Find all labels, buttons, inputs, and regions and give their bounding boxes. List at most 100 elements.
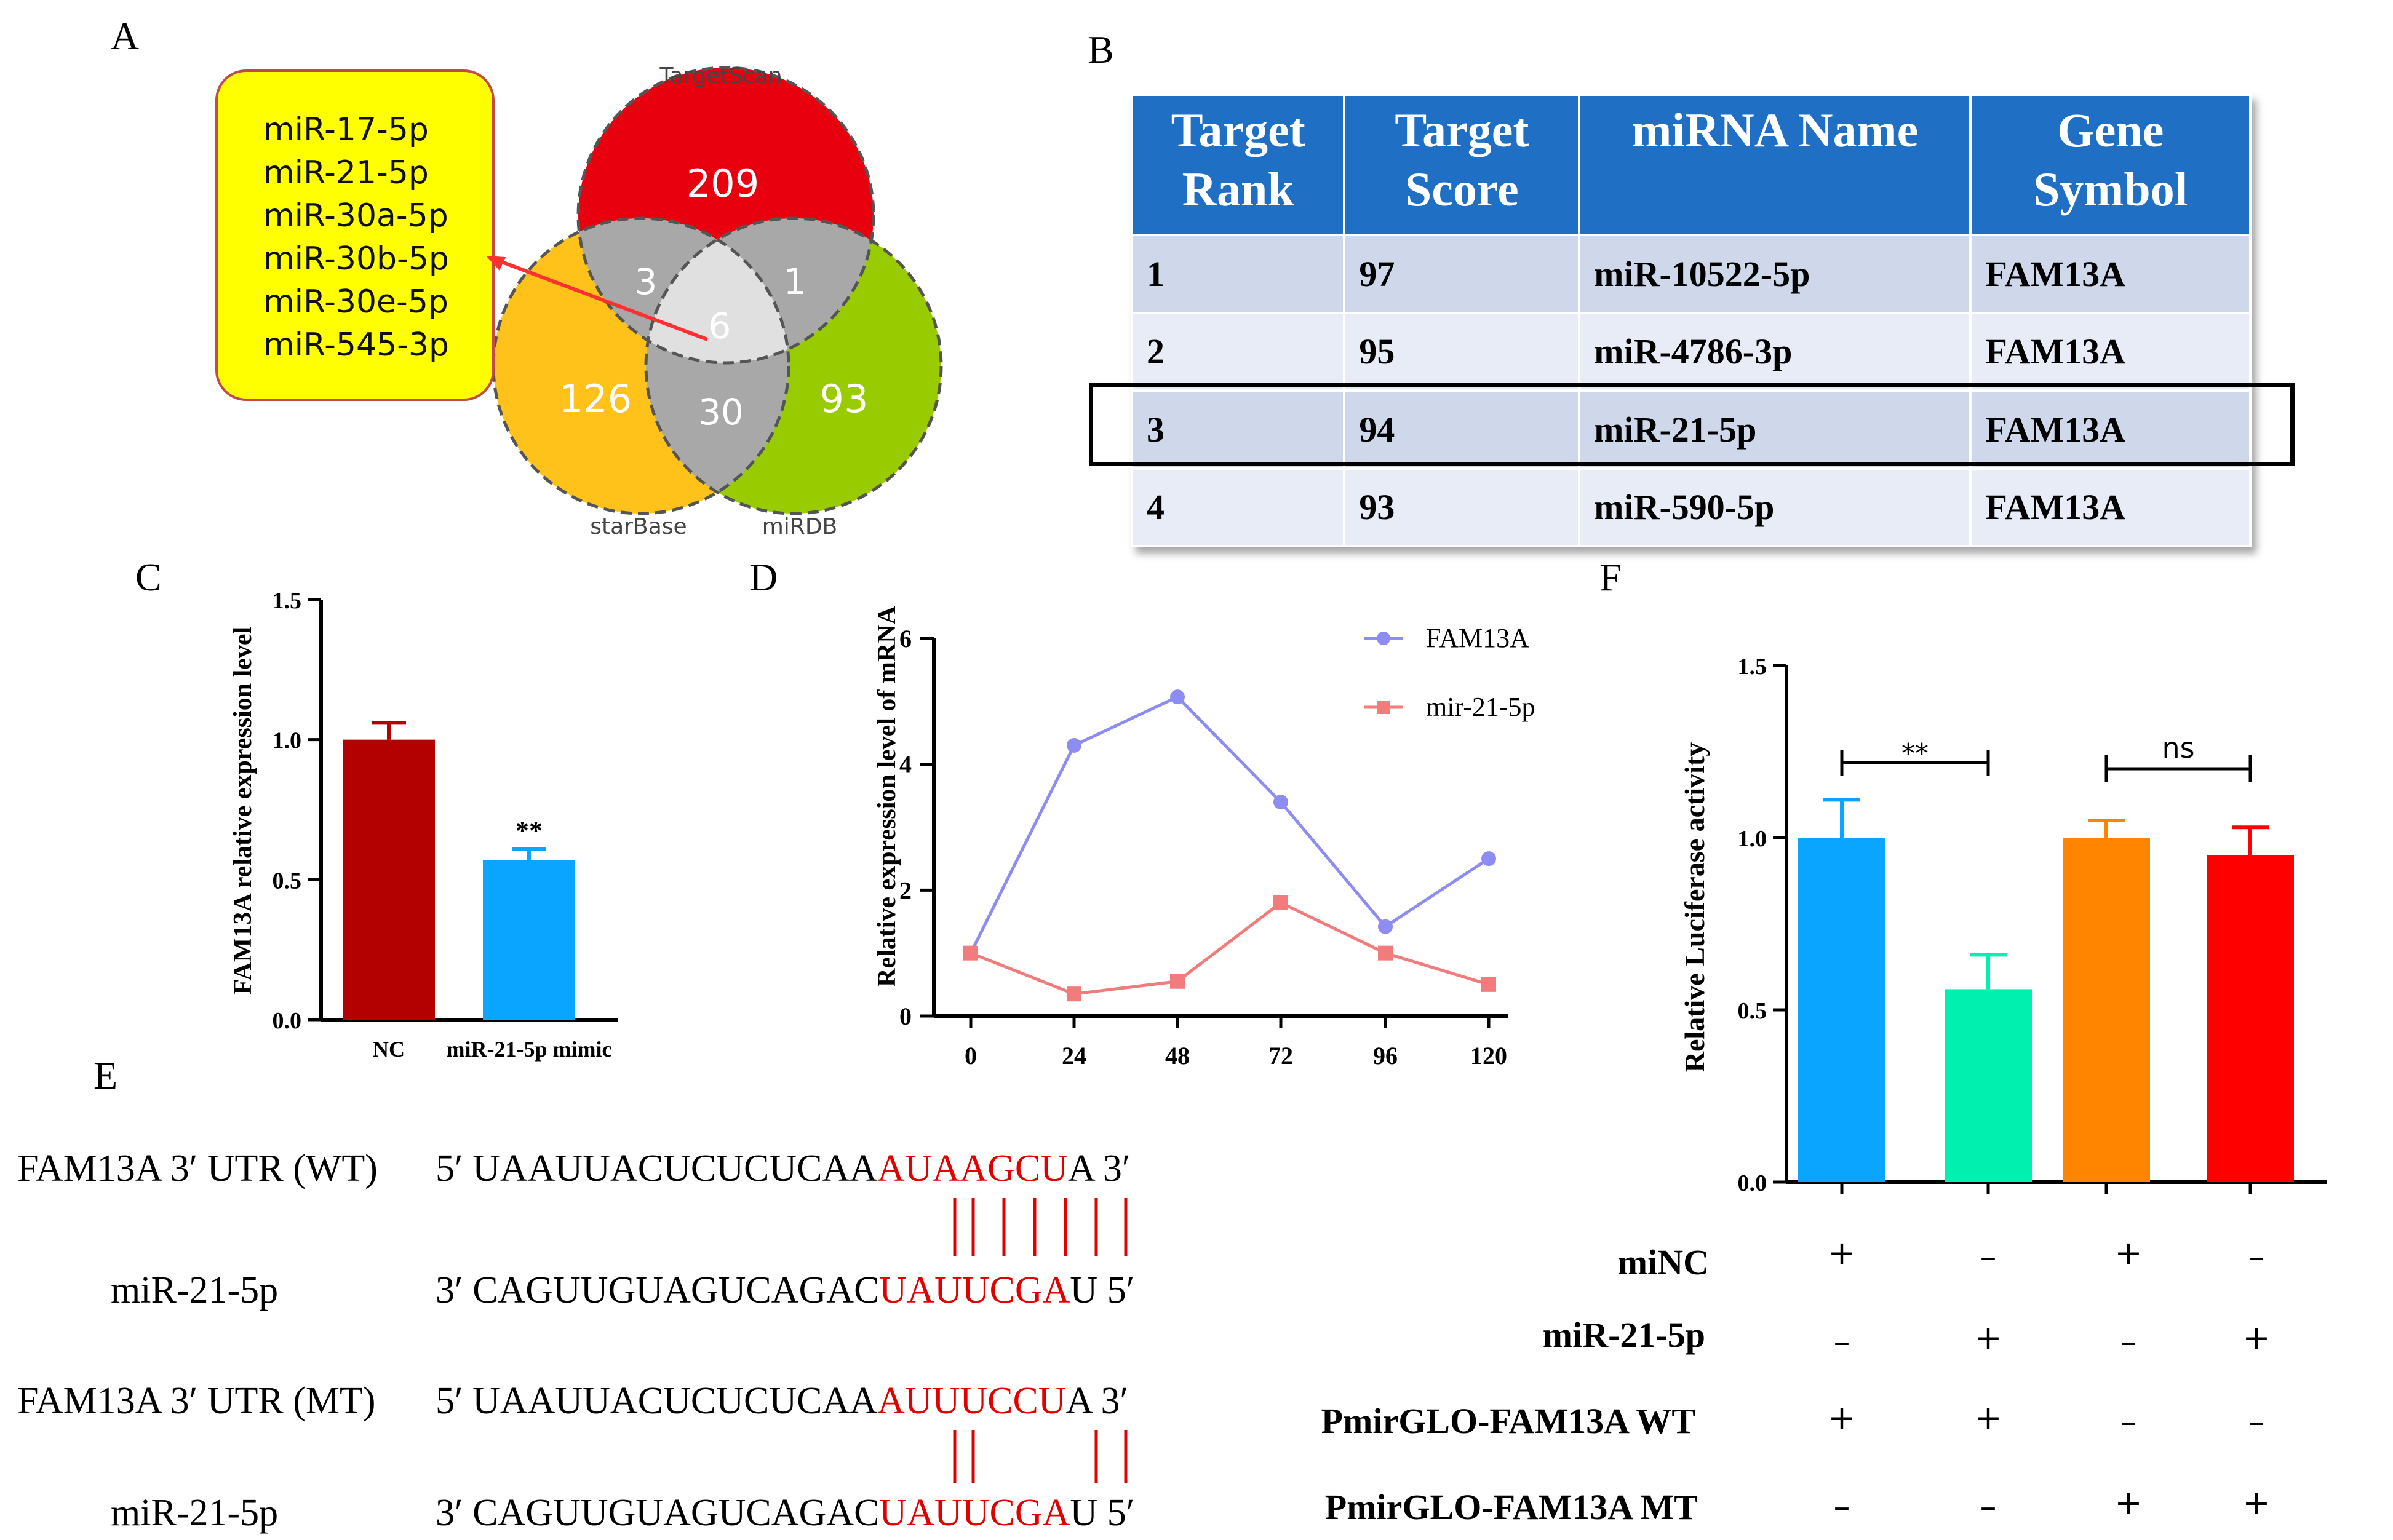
chart-d-legend: FAM13A mir-21-5p (1364, 623, 1535, 722)
table-row: 2 95 miR-4786-3p FAM13A (1130, 311, 2252, 392)
chart-c-ylabel: FAM13A relative expression level (229, 627, 257, 994)
table-cell: miR-4786-3p (1578, 311, 1972, 392)
chart-c-significance: ** (516, 816, 543, 846)
panel-label-e: E (94, 1054, 117, 1097)
chart-d-point (1273, 795, 1288, 810)
sequence-mir21: 3′ CAGUUGUAGUCAGACUAUUCGAU 5′ (436, 1269, 1134, 1311)
chart-c-bar (343, 739, 435, 1020)
chart-d-xtick-label: 48 (1165, 1042, 1190, 1070)
chart-d-point (1067, 737, 1081, 753)
condition-label: PmirGLO-FAM13A WT (1321, 1401, 1695, 1441)
venn-count-starbase: 126 (559, 376, 632, 421)
chart-d-point (1481, 851, 1496, 867)
table-cell: FAM13A (1969, 311, 2252, 392)
table-cell: miR-590-5p (1578, 467, 1972, 547)
table-cell: 94 (1343, 389, 1581, 470)
table-cell: miR-10522-5p (1578, 234, 1972, 314)
condition-sign: + (2114, 1483, 2142, 1522)
chart-d-point (1378, 945, 1393, 961)
chart-c-xtick: NC (373, 1037, 405, 1062)
sequence-label: FAM13A 3′ UTR (WT) (17, 1148, 378, 1189)
chart-d-xtick-label: 96 (1373, 1042, 1398, 1070)
sequence-wt: 5′ UAAUUACUCUCUCAAAUAAGCUA 3′ (436, 1148, 1130, 1189)
condition-label: PmirGLO-FAM13A MT (1325, 1487, 1698, 1527)
condition-sign: + (2114, 1234, 2142, 1272)
chart-d-xtick-label: 24 (1062, 1042, 1086, 1070)
chart-d-series-line (969, 695, 1490, 954)
condition-label: miNC (1618, 1242, 1709, 1282)
chart-f-comparison-1: ** (1840, 738, 1990, 776)
callout-mirna: miR-17-5p (263, 111, 429, 148)
condition-sign: + (2242, 1319, 2270, 1357)
chart-d-point (1170, 689, 1185, 705)
condition-sign: + (1974, 1319, 2002, 1357)
chart-d-xtick-label: 0 (965, 1042, 977, 1070)
chart-d-point (1067, 986, 1081, 1002)
table-highlight-box (1089, 383, 2295, 466)
chart-f-ytick-label: 0.5 (1738, 998, 1767, 1024)
condition-sign: – (1834, 1322, 1850, 1361)
chart-c-ytick-label: 0.0 (273, 1008, 302, 1034)
chart-d-point (1378, 919, 1393, 934)
venn-count-all: 6 (709, 305, 731, 347)
chart-f-bar (1798, 838, 1885, 1182)
chart-d-series-line (970, 900, 1489, 996)
chart-c-ytick-label: 1.0 (273, 728, 302, 754)
chart-d-ylabel: Relative expression level of mRNA (873, 605, 901, 986)
target-table: Target Rank Target Score miRNA Name Gene Sy… (1130, 93, 2252, 547)
venn-callout-box (215, 69, 495, 401)
chart-f-bar (2063, 838, 2150, 1182)
chart-c-ytick-label: 0.5 (273, 868, 302, 894)
chart-d-ytick-label: 0 (899, 1002, 912, 1030)
chart-f: 0.0 0.5 1.0 1.5 Relative Luciferase activit… (1321, 654, 2327, 1527)
chart-d-ytick-label: 4 (899, 751, 912, 779)
table-header-rank: Target Rank (1130, 93, 1346, 236)
sequence-label: miR-21-5p (111, 1269, 278, 1311)
condition-sign: – (2248, 1402, 2265, 1441)
chart-f-ytick-label: 1.0 (1738, 826, 1767, 852)
table-cell: 1 (1130, 234, 1346, 314)
callout-mirna: miR-30e-5p (263, 284, 448, 320)
condition-sign: – (1980, 1487, 1997, 1526)
condition-sign: + (1828, 1234, 1855, 1272)
venn-label-starbase: starBase (590, 514, 687, 539)
chart-c-xtick: miR-21-5p mimic (447, 1037, 612, 1062)
sequence-label: miR-21-5p (111, 1492, 278, 1534)
callout-mirna: miR-30a-5p (263, 197, 448, 234)
chart-f-bar (1945, 989, 2032, 1182)
chart-f-bar (2207, 855, 2294, 1182)
venn-count-ts-sb: 3 (635, 261, 658, 303)
venn-count-targetscan: 209 (687, 161, 759, 206)
chart-c-ytick-label: 1.5 (273, 588, 302, 614)
condition-sign: + (2242, 1483, 2270, 1522)
venn-callout-list: miR-17-5p miR-21-5p miR-30a-5p miR-30b-5… (263, 111, 449, 363)
callout-mirna: miR-21-5p (263, 154, 429, 191)
sequence-alignment: FAM13A 3′ UTR (WT) miR-21-5p FAM13A 3′ U… (17, 1148, 1134, 1534)
table-header-score: Target Score (1343, 93, 1581, 236)
condition-sign: – (1980, 1237, 1997, 1276)
pairing-lines-wt (953, 1198, 1128, 1256)
table-cell: 93 (1343, 467, 1581, 547)
condition-sign: – (1834, 1487, 1850, 1526)
table-cell: 97 (1343, 234, 1581, 314)
venn-count-sb-mirdb: 30 (698, 391, 744, 433)
chart-f-ytick-label: 0.0 (1738, 1170, 1767, 1196)
venn-diagram: TargetScan starBase miRDB 209 126 93 3 1… (215, 63, 943, 539)
panel-label-f: F (1599, 555, 1622, 599)
condition-sign: – (2120, 1322, 2137, 1361)
pairing-lines-mt (953, 1430, 1128, 1483)
chart-f-ylabel: Relative Luciferase activity (1679, 742, 1710, 1072)
condition-sign: – (2248, 1237, 2265, 1276)
panel-label-a: A (111, 14, 139, 58)
table-cell: FAM13A (1969, 389, 2252, 470)
chart-d-point (1170, 974, 1185, 989)
legend-mir21: mir-21-5p (1426, 692, 1535, 722)
chart-c: 0.0 0.5 1.0 1.5 FAM13A relative expression … (229, 588, 618, 1062)
chart-d-point (1273, 895, 1288, 910)
callout-mirna: miR-545-3p (263, 327, 449, 363)
chart-d-point (963, 945, 978, 961)
table-cell: 4 (1130, 467, 1346, 547)
table-row: 1 97 miR-10522-5p FAM13A (1130, 234, 2252, 314)
chart-f-comparison-2: ns (2104, 731, 2252, 782)
sequence-mir21: 3′ CAGUUGUAGUCAGACUAUUCGAU 5′ (436, 1492, 1134, 1534)
